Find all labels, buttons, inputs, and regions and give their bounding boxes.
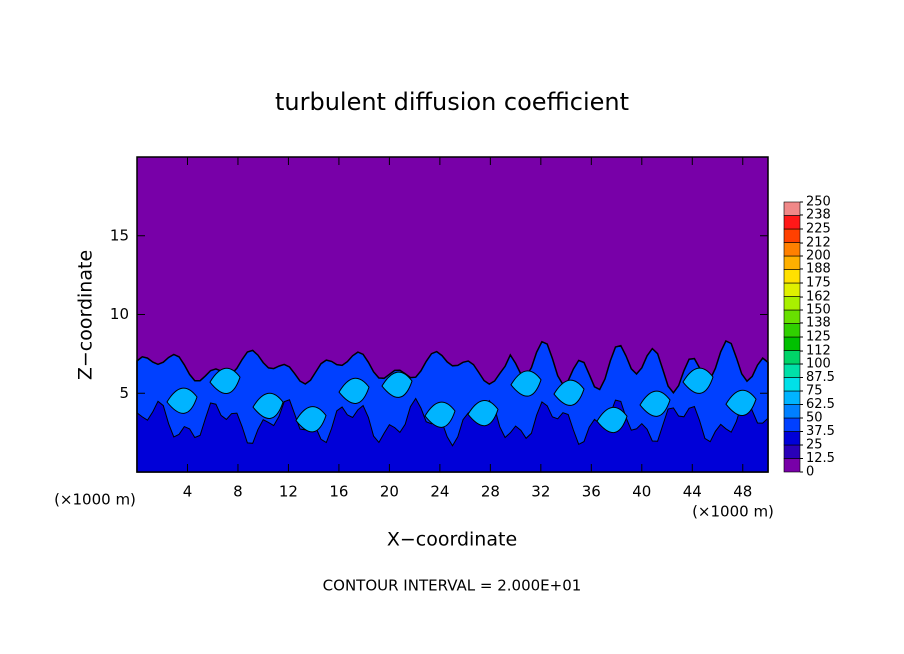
y-tick-label: 15 (110, 226, 129, 244)
colorbar-label: 238 (806, 207, 831, 222)
colorbar-swatch (783, 404, 801, 419)
x-tick-label: 8 (233, 483, 243, 501)
colorbar-label: 112 (806, 344, 831, 359)
colorbar-swatch (783, 309, 801, 324)
colorbar-swatch (783, 269, 801, 284)
colorbar-label: 50 (806, 411, 823, 426)
colorbar-swatch (783, 323, 801, 338)
colorbar-label: 200 (806, 249, 831, 264)
colorbar-swatch (783, 201, 801, 216)
colorbar-label: 25 (806, 438, 823, 453)
colorbar-swatch (783, 431, 801, 446)
colorbar-swatch (783, 215, 801, 230)
colorbar-label: 188 (806, 261, 831, 276)
footnote: CONTOUR INTERVAL = 2.000E+01 (323, 577, 582, 595)
contour-fill (338, 377, 370, 404)
colorbar-label: 87.5 (806, 370, 835, 385)
x-tick-label: 4 (183, 483, 193, 501)
colorbar-label: 162 (806, 290, 831, 305)
contour-fill (553, 379, 585, 406)
colorbar-swatch (783, 336, 801, 351)
colorbar-label: 100 (806, 357, 831, 372)
colorbar-swatch (783, 242, 801, 257)
colorbar-swatch (783, 255, 801, 270)
x-unit-label: (×1000 m) (54, 491, 136, 509)
colorbar-label: 125 (806, 330, 831, 345)
contour-fill (166, 387, 198, 414)
x-unit-label: (×1000 m) (692, 503, 774, 521)
colorbar-swatch (783, 282, 801, 297)
colorbar-label: 62.5 (806, 397, 835, 412)
x-tick-label: 36 (582, 483, 601, 501)
y-axis-title: Z−coordinate (75, 250, 97, 380)
colorbar-label: 12.5 (806, 451, 835, 466)
x-tick-label: 12 (279, 483, 298, 501)
x-tick-label: 20 (380, 483, 399, 501)
colorbar-label: 138 (806, 315, 831, 330)
colorbar-label: 175 (806, 276, 831, 291)
contour-fill (639, 390, 671, 417)
colorbar-swatch (783, 458, 801, 473)
contour-fill (209, 367, 241, 394)
colorbar-label: 225 (806, 222, 831, 237)
colorbar-label: 212 (806, 236, 831, 251)
colorbar-swatch (783, 296, 801, 311)
chart-title: turbulent diffusion coefficient (275, 88, 629, 116)
colorbar-swatch (783, 350, 801, 365)
colorbar-swatch (783, 377, 801, 392)
colorbar-label: 75 (806, 384, 823, 399)
x-tick-label: 24 (430, 483, 449, 501)
contour-fill (252, 392, 284, 419)
colorbar-swatch (783, 417, 801, 432)
colorbar-label: 37.5 (806, 424, 835, 439)
colorbar-label: 0 (806, 465, 814, 480)
colorbar-swatch (783, 390, 801, 405)
x-tick-label: 16 (329, 483, 348, 501)
contour-fill (596, 406, 628, 433)
y-tick-label: 5 (119, 384, 129, 402)
contour-fill (467, 400, 499, 427)
contour-fill (725, 389, 757, 416)
x-axis-title: X−coordinate (387, 529, 517, 551)
x-tick-label: 40 (632, 483, 651, 501)
contour-fill (381, 371, 413, 398)
colorbar-label: 150 (806, 303, 831, 318)
colorbar-swatch (783, 363, 801, 378)
contour-fill (682, 367, 714, 394)
colorbar-swatch (783, 444, 801, 459)
colorbar-label: 250 (806, 195, 831, 210)
colorbar-swatch (783, 228, 801, 243)
contour-fill (510, 370, 542, 397)
contour-fill (424, 401, 456, 428)
x-tick-label: 48 (733, 483, 752, 501)
x-tick-label: 28 (481, 483, 500, 501)
x-tick-label: 44 (683, 483, 702, 501)
x-tick-label: 32 (531, 483, 550, 501)
y-tick-label: 10 (110, 305, 129, 323)
contour-fill (295, 406, 327, 433)
